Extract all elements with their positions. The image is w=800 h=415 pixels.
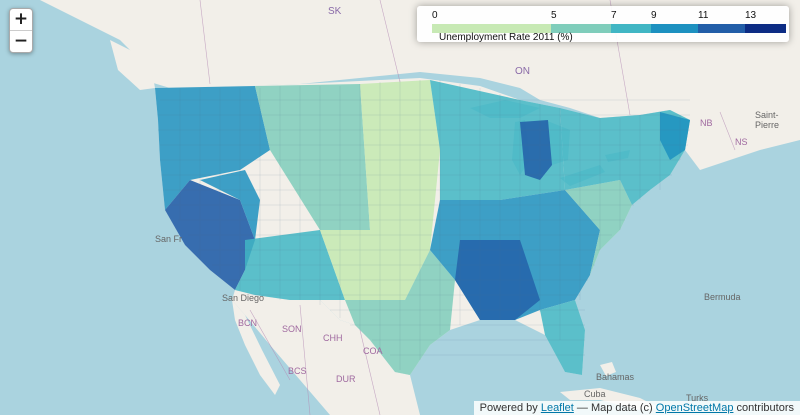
legend-title: Unemployment Rate 2011 (%) <box>439 32 573 43</box>
maritimes-land <box>685 110 800 170</box>
region-plains <box>320 80 440 300</box>
attribution-prefix: Powered by <box>479 402 538 414</box>
legend-swatch <box>432 24 551 33</box>
region-northwest <box>155 86 270 210</box>
zoom-control: + − <box>9 8 33 53</box>
legend-swatch <box>611 24 651 33</box>
label-san-diego: San Diego <box>222 293 265 303</box>
label-sk: SK <box>328 6 342 17</box>
label-turks: Turks <box>686 393 709 403</box>
region-northeast <box>560 108 690 205</box>
zoom-in-button[interactable]: + <box>10 9 32 31</box>
mexico-land <box>232 290 420 415</box>
legend-tick: 7 <box>611 10 617 21</box>
legend-swatch <box>698 24 745 33</box>
admin-borders <box>199 0 736 415</box>
region-deep-south <box>455 240 540 320</box>
legend-tick: 9 <box>651 10 657 21</box>
label-saint-pierre: Saint-Pierre <box>755 110 780 130</box>
legend-swatch <box>651 24 698 33</box>
leaflet-link[interactable]: Leaflet <box>540 402 574 414</box>
osm-link[interactable]: OpenStreetMap <box>655 402 734 414</box>
legend-swatch <box>551 24 611 33</box>
west-coast-land <box>110 40 155 90</box>
legend-tick: 5 <box>551 10 557 21</box>
label-san-francisco: San Fr <box>155 234 183 244</box>
zoom-out-button[interactable]: − <box>13 31 29 51</box>
label-on: ON <box>515 66 530 77</box>
label-dur: DUR <box>336 374 356 384</box>
label-bcn: BCN <box>238 318 258 328</box>
label-coa: COA <box>363 346 383 356</box>
attribution-middle: — Map data (c) <box>576 402 653 414</box>
label-son: SON <box>282 324 302 334</box>
legend-tick: 11 <box>698 10 709 21</box>
legend-tick: 0 <box>432 10 438 21</box>
label-bcs: BCS <box>288 366 307 376</box>
label-chh: CHH <box>323 333 343 343</box>
legend-tick: 13 <box>745 10 757 21</box>
region-florida <box>540 300 585 375</box>
attribution: Powered by Leaflet — Map data (c) OpenSt… <box>473 401 800 415</box>
region-southwest <box>235 230 345 300</box>
label-bermuda: Bermuda <box>704 292 741 302</box>
region-appalachia <box>565 180 632 275</box>
label-ns: NS <box>735 137 748 147</box>
region-texas <box>345 250 455 375</box>
region-mountain <box>255 84 370 230</box>
bahamas-land <box>600 362 616 376</box>
county-grid <box>158 80 690 370</box>
region-nevada <box>200 170 260 240</box>
region-california <box>165 180 255 290</box>
legend: 0 5 7 9 11 13 Unemployment Rate 2011 (%) <box>417 6 789 43</box>
legend-ticks: 0 5 7 9 11 13 <box>432 10 786 22</box>
baja-land <box>232 300 280 395</box>
label-cuba: Cuba <box>584 389 606 399</box>
legend-swatch <box>745 24 786 33</box>
label-bahamas: Bahamas <box>596 372 635 382</box>
region-maine <box>660 112 690 160</box>
attribution-suffix: contributors <box>736 402 794 414</box>
label-nb: NB <box>700 118 713 128</box>
legend-color-bar <box>432 24 786 33</box>
region-michigan <box>520 120 552 180</box>
